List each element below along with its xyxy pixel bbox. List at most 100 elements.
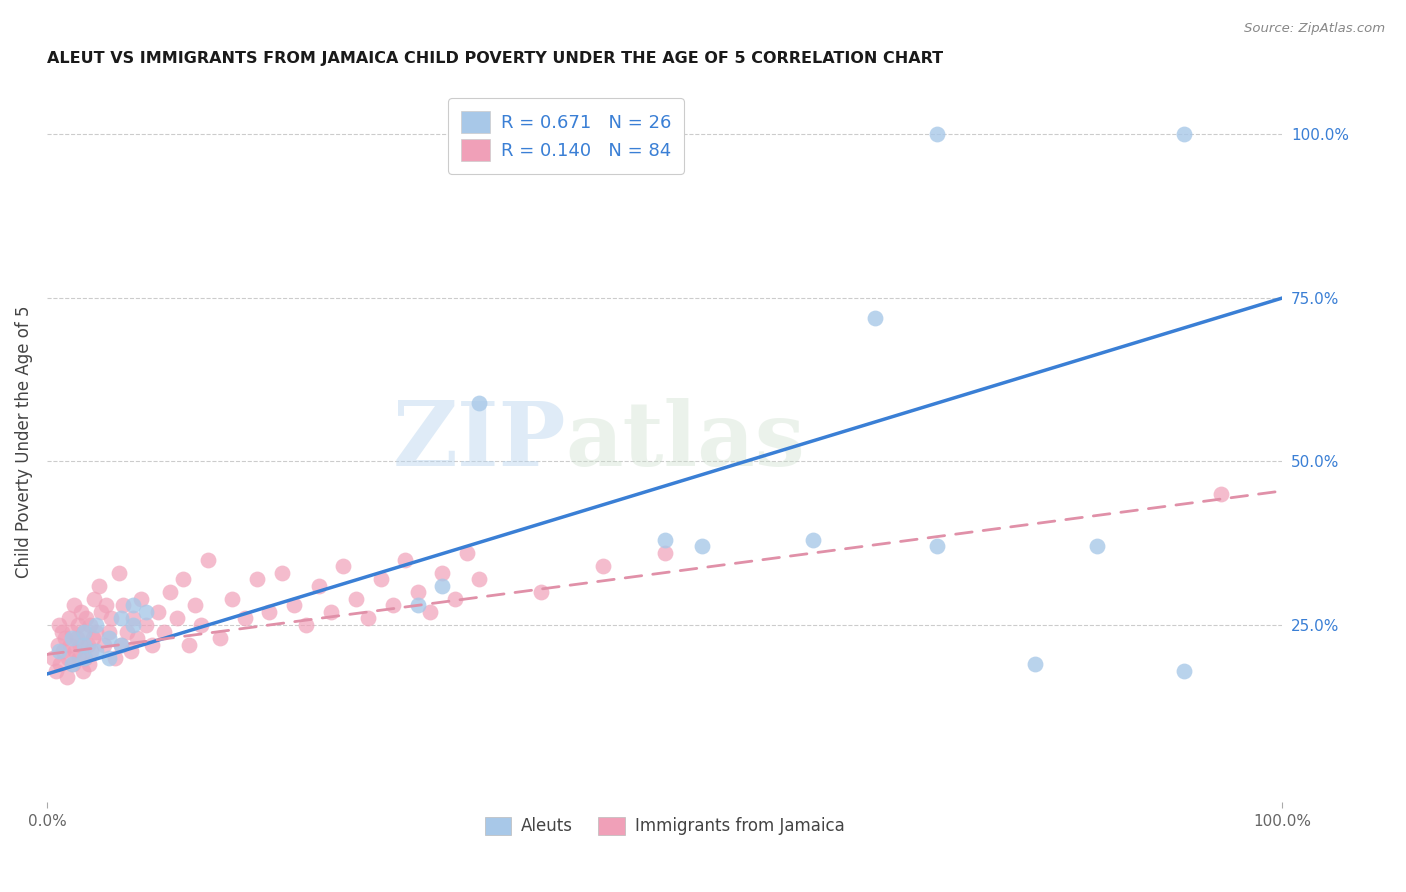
Point	[65, 644, 87, 658]
Point	[432, 566, 454, 580]
Point	[69, 638, 91, 652]
Point	[45, 664, 67, 678]
Point	[110, 638, 132, 652]
Point	[97, 631, 120, 645]
Point	[153, 624, 176, 639]
Point	[49, 657, 72, 672]
Point	[690, 540, 713, 554]
Point	[87, 579, 110, 593]
Point	[80, 644, 103, 658]
Point	[75, 650, 97, 665]
Point	[48, 618, 70, 632]
Point	[120, 644, 142, 658]
Point	[1024, 657, 1046, 672]
Point	[122, 599, 145, 613]
Point	[166, 611, 188, 625]
Point	[90, 605, 112, 619]
Point	[96, 599, 118, 613]
Point	[863, 310, 886, 325]
Point	[654, 533, 676, 547]
Point	[654, 546, 676, 560]
Point	[86, 618, 108, 632]
Point	[530, 585, 553, 599]
Legend: Aleuts, Immigrants from Jamaica: Aleuts, Immigrants from Jamaica	[477, 808, 853, 844]
Point	[55, 631, 77, 645]
Text: atlas: atlas	[565, 399, 806, 485]
Point	[172, 572, 194, 586]
Point	[432, 579, 454, 593]
Point	[208, 631, 231, 645]
Point	[93, 638, 115, 652]
Point	[159, 585, 181, 599]
Point	[52, 644, 75, 658]
Y-axis label: Child Poverty Under the Age of 5: Child Poverty Under the Age of 5	[15, 306, 32, 578]
Point	[112, 599, 135, 613]
Point	[456, 546, 478, 560]
Point	[76, 638, 98, 652]
Point	[97, 624, 120, 639]
Point	[97, 650, 120, 665]
Point	[925, 540, 948, 554]
Point	[110, 638, 132, 652]
Point	[308, 579, 330, 593]
Point	[295, 618, 318, 632]
Point	[406, 585, 429, 599]
Point	[82, 631, 104, 645]
Point	[190, 618, 212, 632]
Point	[357, 611, 380, 625]
Point	[60, 631, 83, 645]
Point	[1173, 664, 1195, 678]
Text: ALEUT VS IMMIGRANTS FROM JAMAICA CHILD POVERTY UNDER THE AGE OF 5 CORRELATION CH: ALEUT VS IMMIGRANTS FROM JAMAICA CHILD P…	[46, 51, 943, 66]
Point	[75, 611, 97, 625]
Point	[197, 552, 219, 566]
Point	[370, 572, 392, 586]
Point	[59, 638, 82, 652]
Point	[104, 650, 127, 665]
Point	[592, 559, 614, 574]
Point	[468, 395, 491, 409]
Text: Source: ZipAtlas.com: Source: ZipAtlas.com	[1244, 22, 1385, 36]
Point	[127, 631, 149, 645]
Point	[86, 624, 108, 639]
Point	[259, 605, 281, 619]
Point	[60, 657, 83, 672]
Point	[66, 618, 89, 632]
Point	[73, 624, 96, 639]
Point	[135, 605, 157, 619]
Point	[56, 650, 79, 665]
Point	[146, 605, 169, 619]
Point	[1085, 540, 1108, 554]
Point	[73, 624, 96, 639]
Point	[406, 599, 429, 613]
Point	[110, 611, 132, 625]
Point	[65, 631, 87, 645]
Point	[77, 657, 100, 672]
Point	[100, 611, 122, 625]
Point	[51, 624, 73, 639]
Point	[63, 599, 86, 613]
Point	[83, 591, 105, 606]
Point	[86, 644, 108, 658]
Point	[381, 599, 404, 613]
Point	[42, 650, 65, 665]
Point	[73, 638, 96, 652]
Point	[319, 605, 342, 619]
Point	[925, 128, 948, 142]
Point	[107, 566, 129, 580]
Point	[60, 624, 83, 639]
Point	[73, 650, 96, 665]
Text: ZIP: ZIP	[392, 399, 565, 485]
Point	[115, 624, 138, 639]
Point	[233, 611, 256, 625]
Point	[468, 572, 491, 586]
Point	[1173, 128, 1195, 142]
Point	[1209, 487, 1232, 501]
Point	[394, 552, 416, 566]
Point	[48, 644, 70, 658]
Point	[122, 618, 145, 632]
Point	[70, 605, 93, 619]
Point	[122, 611, 145, 625]
Point	[419, 605, 441, 619]
Point	[443, 591, 465, 606]
Point	[72, 664, 94, 678]
